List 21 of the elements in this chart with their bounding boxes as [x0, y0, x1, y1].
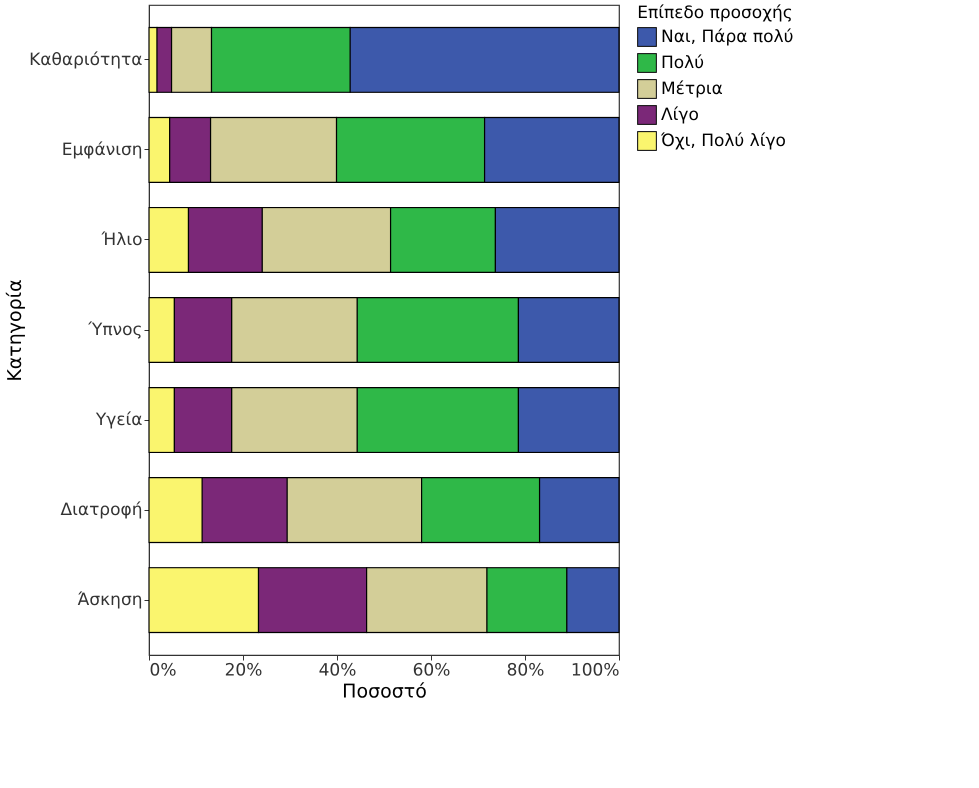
y-tick-label: Εμφάνιση	[62, 140, 142, 160]
y-tick-label: Υγεία	[94, 410, 142, 430]
x-axis-title: Ποσοστό	[342, 680, 427, 702]
y-tick-label: Καθαριότητα	[29, 50, 142, 70]
x-tick-label: 40%	[318, 660, 356, 680]
y-tick-label: Διατροφή	[60, 500, 142, 520]
x-tick-label: 20%	[224, 660, 262, 680]
y-axis-title: Κατηγορία	[4, 279, 26, 382]
x-tick-label: 60%	[412, 660, 450, 680]
y-tick-label: Άσκηση	[78, 590, 142, 610]
x-tick-label: 100%	[570, 660, 620, 680]
legend-label: Ναι, Πάρα πολύ	[661, 27, 794, 47]
legend-label: Λίγο	[661, 105, 699, 125]
legend-label: Πολύ	[661, 53, 704, 73]
y-tick-label: Ήλιο	[100, 230, 142, 250]
x-tick-label: 80%	[506, 660, 544, 680]
legend-label: Μέτρια	[661, 79, 723, 99]
legend-title: Επίπεδο προσοχής	[637, 3, 793, 23]
x-tick-label: 0%	[150, 660, 176, 680]
legend-label: Όχι, Πολύ λίγο	[660, 131, 786, 151]
y-tick-label: Ύπνος	[87, 320, 142, 340]
